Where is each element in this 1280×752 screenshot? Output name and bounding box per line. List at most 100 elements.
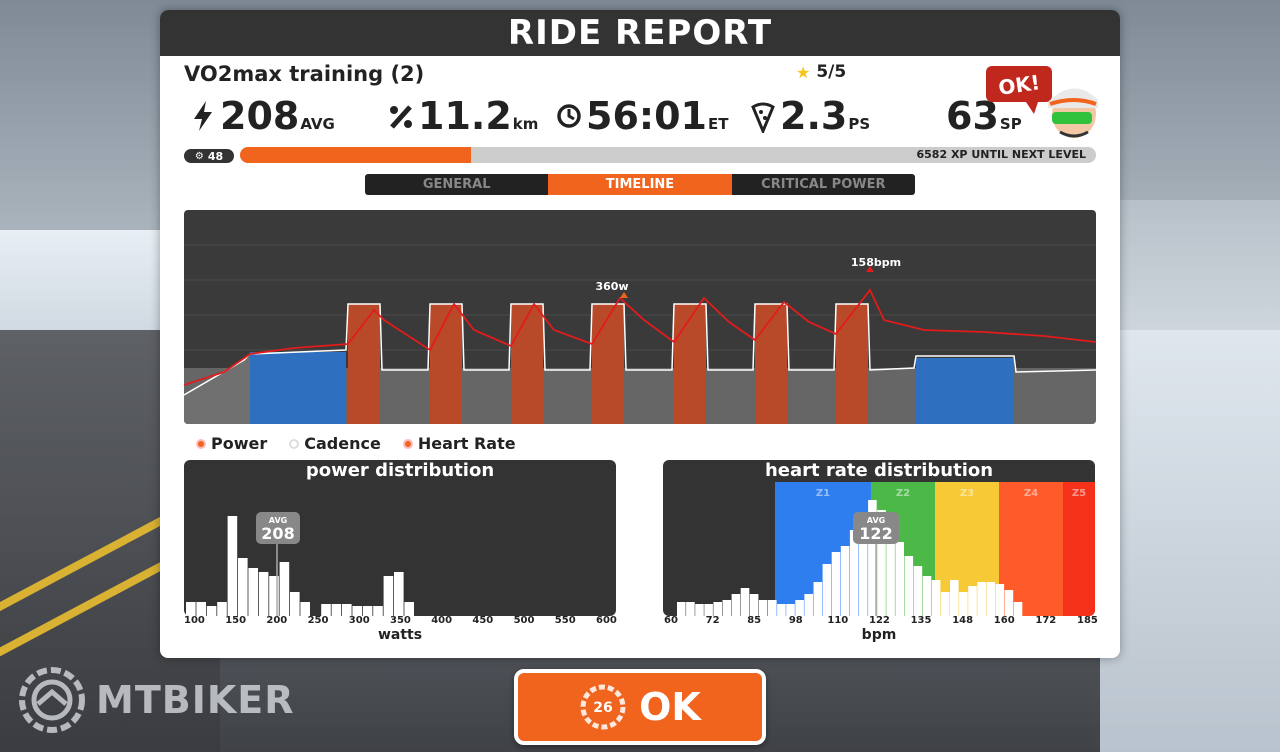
power-block bbox=[916, 358, 1014, 424]
hr-histogram-bar bbox=[968, 586, 977, 616]
hr-histogram-bar bbox=[758, 600, 768, 616]
legend-label: Heart Rate bbox=[417, 434, 516, 453]
hr-zone-label: Z5 bbox=[1072, 488, 1086, 499]
hr-histogram-bar bbox=[704, 604, 713, 616]
bike-icon: ⚙ bbox=[194, 150, 204, 162]
tick-label: 500 bbox=[513, 615, 535, 626]
stat-value: 63 bbox=[946, 94, 999, 138]
level-badge: ⚙ 48 bbox=[184, 149, 234, 163]
hr-histogram-bar bbox=[686, 602, 695, 616]
legend-power[interactable]: Power bbox=[196, 434, 267, 453]
power-histogram-bar bbox=[186, 602, 196, 616]
hr-histogram-bar bbox=[913, 566, 923, 616]
peak-power-marker bbox=[620, 292, 628, 298]
peak-hr-label: 158bpm bbox=[851, 256, 901, 269]
tick-label: 150 bbox=[225, 615, 247, 626]
tick-label: 110 bbox=[827, 615, 849, 626]
hr-histogram-bar bbox=[1013, 602, 1023, 616]
tick-label: 148 bbox=[952, 615, 974, 626]
watermark: MTBIKER bbox=[16, 664, 295, 736]
power-distribution-svg: AVG 208 bbox=[186, 512, 414, 616]
power-histogram-bar bbox=[248, 568, 258, 616]
hr-histogram-bar bbox=[977, 582, 986, 616]
power-histogram-bar bbox=[383, 576, 394, 616]
hr-histogram-bar bbox=[822, 564, 832, 616]
tick-label: 250 bbox=[307, 615, 329, 626]
hr-histogram-bar bbox=[813, 582, 823, 616]
hr-histogram-bar bbox=[722, 600, 732, 616]
legend-heart-rate[interactable]: Heart Rate bbox=[402, 434, 516, 453]
hr-histogram-bar bbox=[922, 576, 932, 616]
hr-zone-label: Z4 bbox=[1024, 488, 1038, 499]
stat-avg-power: 208 AVG bbox=[190, 96, 335, 136]
hr-histogram-bar bbox=[859, 540, 868, 616]
tab-timeline[interactable]: TIMELINE bbox=[548, 174, 732, 195]
heart-rate-distribution-chart: Z1 Z2 Z3 Z4 Z5 AVG 122 heart rate distributi… bbox=[663, 460, 1095, 616]
heart-rate-distribution-title: heart rate distribution bbox=[764, 460, 994, 481]
ride-report-panel: RIDE REPORT VO2max training (2) ★ 5/5 20… bbox=[160, 10, 1120, 658]
power-distribution-chart: AVG 208 power distribution bbox=[184, 460, 616, 616]
report-tabs: GENERAL TIMELINE CRITICAL POWER bbox=[365, 174, 915, 195]
warmup-area bbox=[184, 356, 250, 424]
avg-badge-value: 122 bbox=[859, 524, 892, 543]
xp-progress-fill bbox=[240, 147, 472, 163]
hr-histogram-bar bbox=[868, 500, 877, 616]
power-histogram-bar bbox=[206, 606, 217, 616]
hr-histogram-bar bbox=[731, 594, 741, 616]
countdown-timer-icon: 26 bbox=[580, 684, 626, 730]
power-histogram-bar bbox=[373, 606, 383, 616]
legend-label: Power bbox=[211, 434, 268, 453]
hr-histogram-bar bbox=[940, 592, 950, 616]
distance-icon bbox=[390, 105, 412, 129]
tab-critical-power[interactable]: CRITICAL POWER bbox=[761, 177, 886, 192]
power-distribution-ticks: 100 150 200 250 300 350 400 450 500 550 600 bbox=[184, 615, 617, 629]
stat-elapsed-time: 56:01 ET bbox=[556, 96, 728, 136]
hr-histogram-bar bbox=[777, 604, 786, 616]
power-histogram-bar bbox=[404, 602, 414, 616]
tick-label: 400 bbox=[431, 615, 453, 626]
power-histogram-bar bbox=[300, 602, 310, 616]
stat-unit: PS bbox=[848, 115, 871, 133]
xp-text: 6582 XP UNTIL NEXT LEVEL bbox=[916, 148, 1087, 161]
power-histogram-bar bbox=[217, 602, 227, 616]
stat-unit: SP bbox=[999, 115, 1022, 133]
toggle-dot bbox=[402, 438, 413, 449]
stat-value: 2.3 bbox=[780, 94, 848, 138]
background-snow-right bbox=[1100, 330, 1280, 752]
stat-sport-points: 63 SP bbox=[946, 96, 1022, 136]
heart-rate-distribution-svg: Z1 Z2 Z3 Z4 Z5 AVG 122 bbox=[677, 482, 1095, 616]
peak-hr-marker bbox=[866, 266, 874, 272]
hr-histogram-bar bbox=[749, 594, 759, 616]
power-histogram-bar bbox=[196, 602, 206, 616]
hr-histogram-bar bbox=[904, 556, 914, 616]
tab-general[interactable]: GENERAL bbox=[422, 177, 491, 192]
power-histogram-bar bbox=[342, 604, 352, 616]
power-block bbox=[250, 352, 346, 424]
stat-distance: 11.2 km bbox=[388, 96, 538, 136]
power-histogram-bar bbox=[269, 576, 279, 616]
mtbiker-logo-icon bbox=[19, 667, 85, 733]
avg-badge-label: AVG bbox=[269, 516, 287, 525]
stat-unit: ET bbox=[707, 115, 729, 133]
hr-zone-label: Z2 bbox=[896, 488, 910, 499]
star-icon: ★ bbox=[796, 62, 811, 82]
toggle-dot bbox=[196, 438, 206, 449]
hr-histogram-bar bbox=[677, 602, 686, 616]
heart-rate-distribution-xlabel: bpm bbox=[861, 627, 897, 643]
ok-button-label: OK bbox=[639, 685, 701, 729]
ok-button[interactable]: 26 OK bbox=[514, 669, 766, 745]
timeline-chart: 360w 158bpm bbox=[184, 210, 1096, 424]
toggle-dot bbox=[289, 438, 300, 449]
stat-unit: km bbox=[512, 115, 539, 133]
tick-label: 100 bbox=[184, 615, 205, 626]
hr-zone-label: Z3 bbox=[960, 488, 974, 499]
hr-histogram-bar bbox=[849, 530, 859, 616]
hr-histogram-bar bbox=[713, 602, 722, 616]
tick-label: 172 bbox=[1035, 615, 1057, 626]
interval-block bbox=[511, 304, 543, 424]
hr-histogram-bar bbox=[768, 600, 777, 616]
tick-label: 85 bbox=[747, 615, 762, 626]
legend-cadence[interactable]: Cadence bbox=[289, 434, 381, 453]
hr-histogram-bar bbox=[877, 510, 886, 616]
hr-histogram-bar bbox=[695, 604, 704, 616]
